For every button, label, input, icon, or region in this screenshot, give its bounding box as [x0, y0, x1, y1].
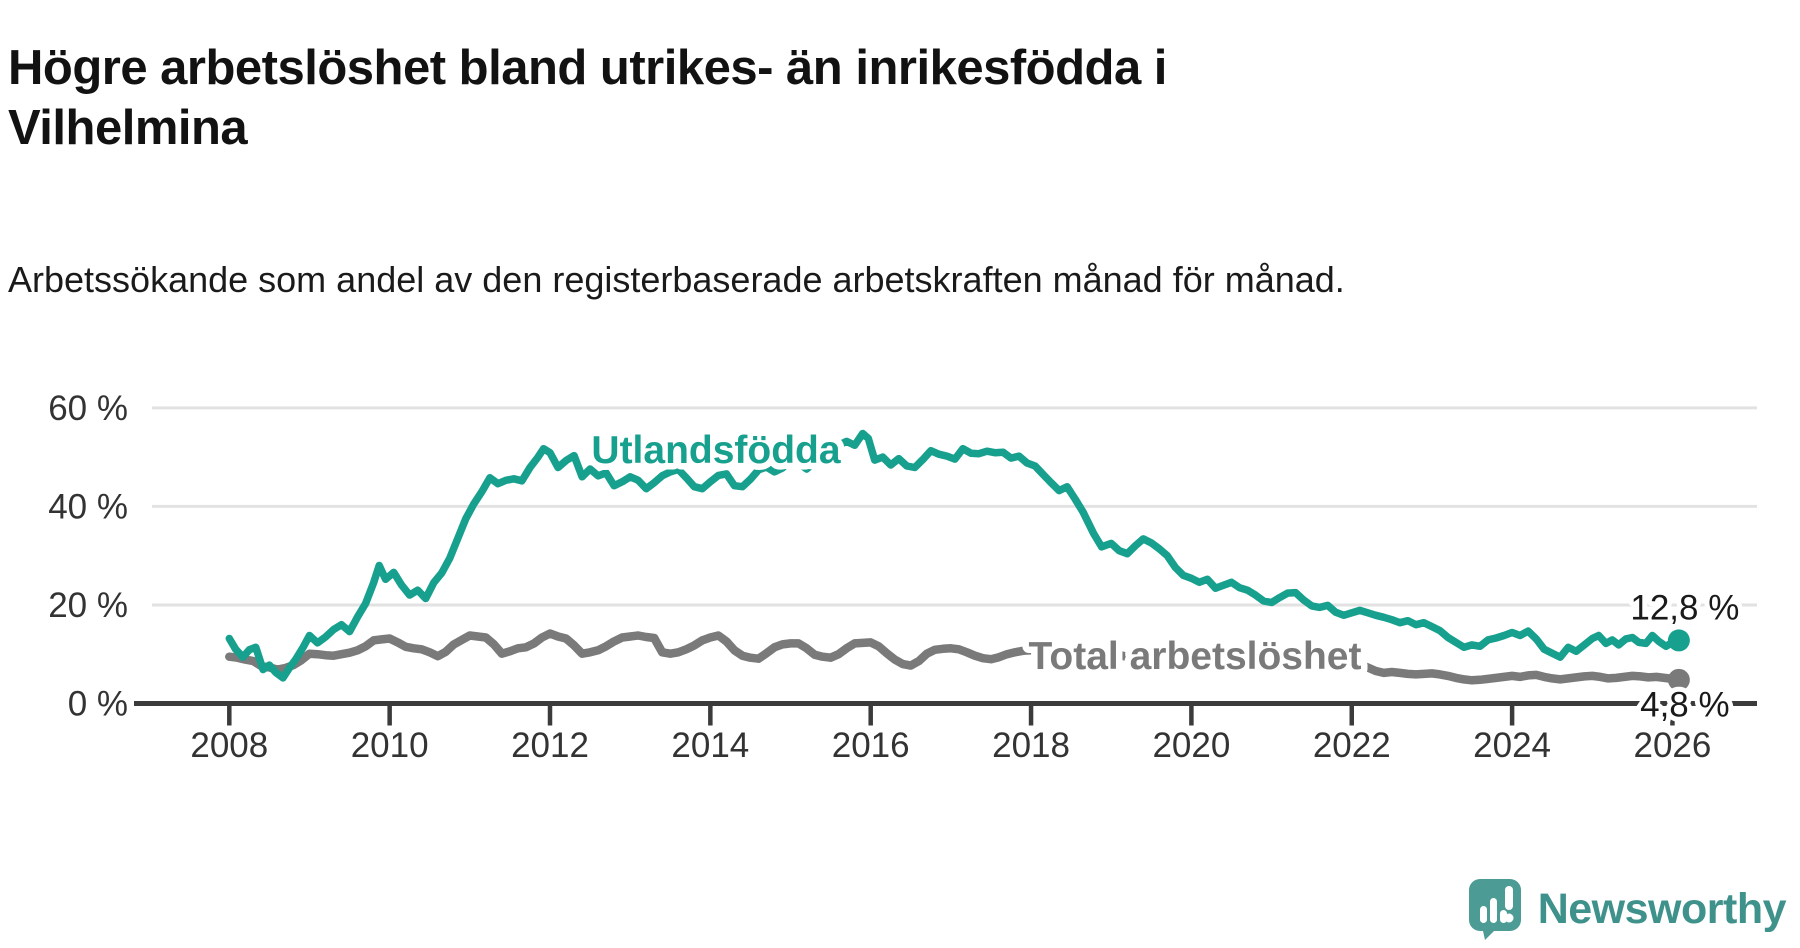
x-tick-label-2020: 2020 [1152, 726, 1230, 765]
end-dot-utlandsfodda [1667, 629, 1690, 652]
series-line-utlandsfodda [225, 429, 1683, 682]
x-tick-label-2014: 2014 [671, 726, 749, 765]
x-tick-label-2012: 2012 [511, 726, 589, 765]
exclamation-dot [1504, 913, 1514, 923]
x-tick-label-2016: 2016 [832, 726, 910, 765]
x-tick-label-2022: 2022 [1313, 726, 1391, 765]
x-tick-label-2008: 2008 [190, 726, 268, 765]
x-tick-label-2024: 2024 [1473, 726, 1551, 765]
y-tick-label-60: 60 % [48, 389, 128, 428]
newsworthy-logo-icon [1468, 879, 1521, 940]
end-label-utlandsfodda: 12,8 % [1630, 588, 1739, 627]
y-tick-label-20: 20 % [48, 586, 128, 625]
x-tick-label-2018: 2018 [992, 726, 1070, 765]
chart-subtitle: Arbetssökande som andel av den registerb… [8, 259, 1345, 300]
series-label-total: Total arbetslöshet [1028, 635, 1361, 678]
end-label-total: 4,8 % [1640, 686, 1730, 725]
y-tick-label-40: 40 % [48, 487, 128, 526]
newsworthy-branding: Newsworthy [1468, 878, 1787, 940]
page-title: Högre arbetslöshet bland utrikes- än inr… [8, 40, 1167, 155]
series-label-utlandsfodda: Utlandsfödda [591, 429, 840, 472]
end-dot-total [1667, 668, 1690, 691]
y-tick-label-0: 0 % [68, 685, 128, 724]
newsworthy-wordmark: Newsworthy [1537, 884, 1787, 933]
series-line-total [225, 629, 1684, 685]
x-tick-label-2026: 2026 [1634, 726, 1712, 765]
exclamation-bar [1504, 886, 1513, 910]
x-tick-label-2010: 2010 [351, 726, 429, 765]
